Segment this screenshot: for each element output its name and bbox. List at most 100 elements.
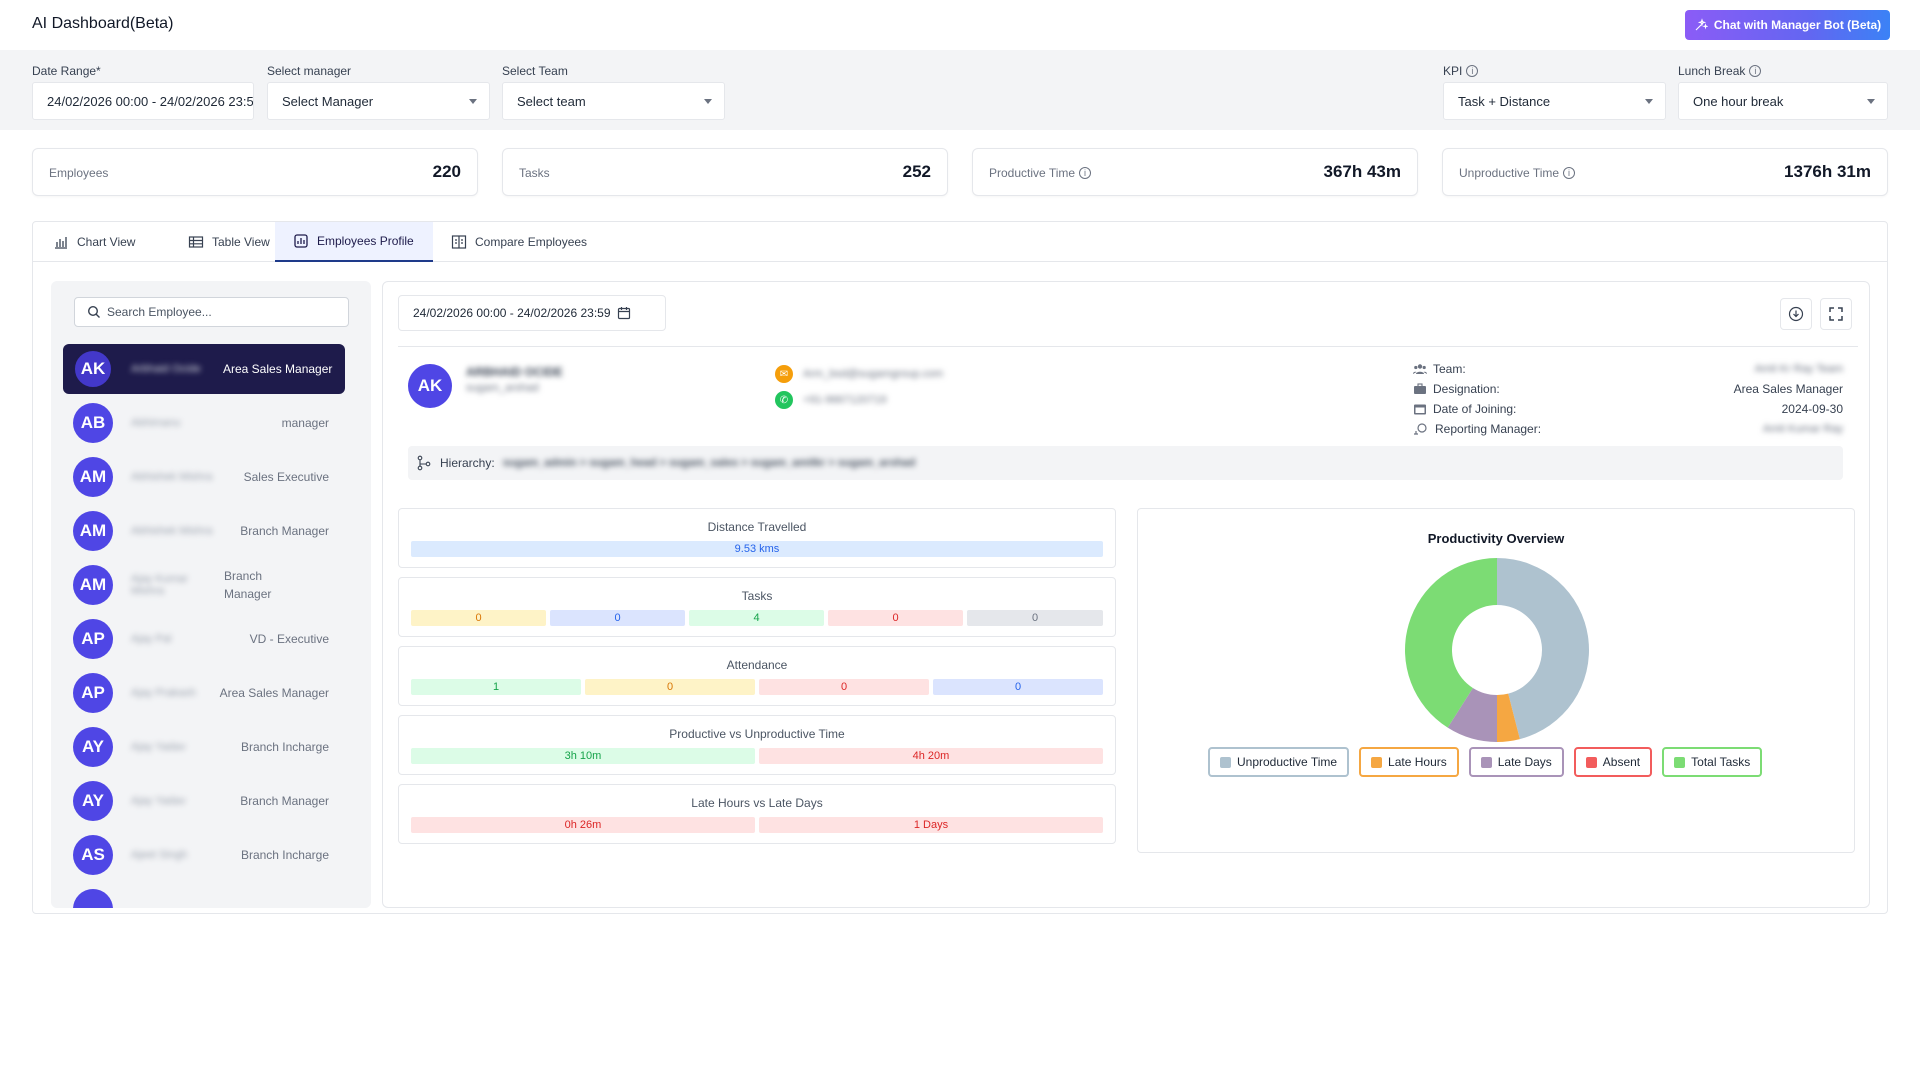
tab-label: Chart View <box>77 235 136 249</box>
avatar: AY <box>73 727 113 767</box>
compare-icon <box>451 235 467 249</box>
download-icon <box>1788 306 1804 322</box>
employee-list-item[interactable]: AY Ajay Yadav Branch Manager <box>63 776 345 826</box>
employee-list-item[interactable] <box>63 884 345 908</box>
team-select[interactable]: Select team <box>502 82 725 120</box>
legend-swatch <box>1585 756 1597 768</box>
employee-name: Ajeet Singh <box>131 849 188 861</box>
donut-slice-late-days[interactable] <box>1447 687 1497 742</box>
legend-label: Absent <box>1602 755 1641 769</box>
meta-value: 2024-09-30 <box>1781 402 1843 416</box>
tab-table-view[interactable]: Table View <box>170 222 288 262</box>
employee-list-item[interactable]: AB Abhimanu manager <box>63 398 345 448</box>
donut-slice-late-hours[interactable] <box>1497 693 1520 742</box>
employee-name: Abhishek Mishra <box>131 471 213 483</box>
productivity-donut-chart[interactable] <box>1402 555 1592 745</box>
divider <box>398 346 1858 347</box>
card-title: Distance Travelled <box>707 520 807 534</box>
employee-role: Area Sales Manager <box>223 362 333 376</box>
top-bar: AI Dashboard(Beta) Chat with Manager Bot… <box>0 0 1920 50</box>
meta-designation: Designation: Area Sales Manager <box>1413 380 1843 398</box>
attendance-segment: 0 <box>585 679 755 695</box>
calendar-icon <box>1414 404 1426 415</box>
info-icon[interactable]: i <box>1466 65 1479 77</box>
donut-slice-unproductive-time[interactable] <box>1497 558 1589 740</box>
lunch-break-label: Lunch Break i <box>1678 64 1762 78</box>
search-placeholder: Search Employee... <box>107 305 212 319</box>
late-days-segment: 1 Days <box>759 817 1103 833</box>
profile-email[interactable]: ✉ Arm_bsd@sugamgroup.com <box>775 365 943 383</box>
employee-list-item[interactable]: AM Abhishek Mishra Branch Manager <box>63 506 345 556</box>
info-icon[interactable]: i <box>1563 167 1576 179</box>
productivity-overview-card: Productivity Overview Unproductive Time … <box>1137 508 1855 853</box>
employee-name: Abhimanu <box>131 417 181 429</box>
employee-list-item[interactable]: AS Ajeet Singh Branch Incharge <box>63 830 345 880</box>
donut-slice-total-tasks[interactable] <box>1405 558 1497 728</box>
stat-label: Employees <box>49 166 109 180</box>
employee-list-item[interactable]: AY Ajay Yadav Branch Incharge <box>63 722 345 772</box>
legend-item[interactable]: Late Hours <box>1359 747 1459 777</box>
avatar: AM <box>73 511 113 551</box>
profile-date-range-input[interactable]: 24/02/2026 00:00 - 24/02/2026 23:59 <box>398 295 666 331</box>
info-icon[interactable]: i <box>1079 167 1092 179</box>
search-icon <box>87 305 100 318</box>
hierarchy-icon <box>417 455 431 471</box>
chat-manager-bot-label: Chat with Manager Bot (Beta) <box>1713 18 1882 32</box>
tab-employees-profile[interactable]: Employees Profile <box>275 222 433 262</box>
filter-bar: Date Range* 24/02/2026 00:00 - 24/02/202… <box>0 50 1920 130</box>
profile-avatar: AK <box>408 364 452 408</box>
app-title: AI Dashboard(Beta) <box>32 15 174 32</box>
chart-legend: Unproductive Time Late Hours Late Days A… <box>1208 747 1763 777</box>
chat-manager-bot-button[interactable]: Chat with Manager Bot (Beta) <box>1685 10 1890 40</box>
legend-label: Total Tasks <box>1691 755 1751 769</box>
stat-tasks: Tasks 252 <box>502 148 948 196</box>
manager-select[interactable]: Select Manager <box>267 82 490 120</box>
profile-name: ARBHAID OCIDE <box>466 365 563 379</box>
legend-item[interactable]: Late Days <box>1468 747 1564 777</box>
table-icon <box>188 236 204 248</box>
avatar: AM <box>73 565 113 605</box>
employee-role: Branch Incharge <box>240 848 329 862</box>
manager-label: Select manager <box>267 64 352 78</box>
chart-title: Productivity Overview <box>1427 531 1565 546</box>
unproductive-segment: 4h 20m <box>759 748 1103 764</box>
tab-compare-employees[interactable]: Compare Employees <box>433 222 605 262</box>
employee-name: Ajay Prakash <box>131 687 196 699</box>
legend-item[interactable]: Unproductive Time <box>1208 747 1350 777</box>
employee-list-item[interactable]: AP Ajay Prakash Area Sales Manager <box>63 668 345 718</box>
card-title: Productive vs Unproductive Time <box>669 727 845 741</box>
meta-label: Team: <box>1433 362 1466 376</box>
fullscreen-icon <box>1829 307 1843 321</box>
download-button[interactable] <box>1780 298 1812 330</box>
distance-travelled-card: Distance Travelled 9.53 kms <box>398 508 1116 568</box>
kpi-select[interactable]: Task + Distance <box>1443 82 1666 120</box>
profile-phone[interactable]: ✆ +91-9667120719 <box>775 391 887 409</box>
lunch-break-select[interactable]: One hour break <box>1678 82 1888 120</box>
employee-name: Abhishek Mishra <box>131 525 213 537</box>
tab-label: Employees Profile <box>317 234 414 248</box>
employee-name: Ajay Pal <box>131 633 172 645</box>
stat-value: 1376h 31m <box>1784 162 1871 181</box>
legend-item[interactable]: Absent <box>1573 747 1653 777</box>
hierarchy-label: Hierarchy: <box>440 456 495 470</box>
employee-list-item[interactable]: AM Abhishek Mishra Sales Executive <box>63 452 345 502</box>
employee-profile-panel: 24/02/2026 00:00 - 24/02/2026 23:59 AK A… <box>382 281 1870 908</box>
fullscreen-button[interactable] <box>1820 298 1852 330</box>
date-range-label: Date Range* <box>32 64 101 78</box>
date-range-input[interactable]: 24/02/2026 00:00 - 24/02/2026 23:59 <box>32 82 254 120</box>
meta-value: Amit Kr Ray Team <box>1754 363 1843 375</box>
stat-value: 220 <box>432 162 461 181</box>
employee-list-item[interactable]: AK Arbhaid Ocide Area Sales Manager <box>63 344 345 394</box>
legend-label: Late Hours <box>1388 755 1447 769</box>
meta-label: Designation: <box>1433 382 1500 396</box>
briefcase-icon <box>1414 383 1426 394</box>
employee-search-input[interactable]: Search Employee... <box>74 297 349 327</box>
hierarchy-value: sugam_admin > sugam_head > sugam_sales >… <box>502 457 916 469</box>
main-panel: Chart View Table View Employees Profile … <box>32 221 1888 914</box>
info-icon[interactable]: i <box>1749 65 1762 77</box>
employee-list-item[interactable]: AM Ajay Kumar Mishra Branch Manager <box>63 560 345 610</box>
chevron-down-icon <box>1867 99 1875 104</box>
employee-list-item[interactable]: AP Ajay Pal VD - Executive <box>63 614 345 664</box>
tab-chart-view[interactable]: Chart View <box>35 222 153 262</box>
legend-item[interactable]: Total Tasks <box>1662 747 1763 777</box>
